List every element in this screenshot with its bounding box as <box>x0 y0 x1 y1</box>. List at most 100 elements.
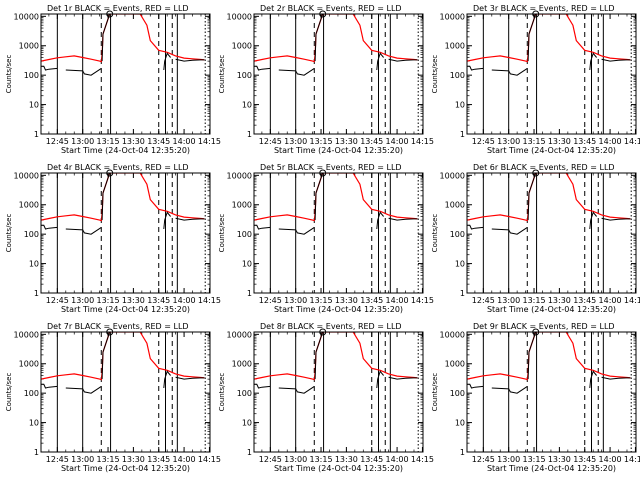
x-tick-label: 14:00 <box>386 296 409 305</box>
x-tick-label: 13:30 <box>122 296 145 305</box>
x-tick-label: 13:15 <box>523 296 546 305</box>
panel-title: Det 4r BLACK = Events, RED = LLD <box>47 163 189 172</box>
y-axis-label: Counts/sec <box>431 214 439 253</box>
panel-data <box>254 332 418 394</box>
y-tick-label: 1000 <box>19 201 39 210</box>
x-tick-label: 13:30 <box>122 455 145 464</box>
x-axis-label: Start Time (24-Oct-04 12:35:20) <box>61 305 190 314</box>
panel-frame <box>40 13 211 135</box>
x-tick-label: 13:45 <box>573 455 596 464</box>
panel-data <box>41 332 205 394</box>
x-tick-label: 13:15 <box>310 296 333 305</box>
series-lld <box>467 332 631 381</box>
x-tick-label: 14:15 <box>624 455 640 464</box>
panel-det-7: Det 7r BLACK = Events, RED = LLD 1 10 100 10… <box>5 322 221 473</box>
y-tick-label: 1 <box>34 130 39 139</box>
panel-det-9: Det 9r BLACK = Events, RED = LLD 1 10 100 10… <box>431 322 640 473</box>
panel-frame <box>253 172 424 294</box>
x-tick-label: 14:15 <box>198 455 221 464</box>
panel-title: Det 7r BLACK = Events, RED = LLD <box>47 322 189 331</box>
series-events <box>175 58 205 62</box>
x-axis-label: Start Time (24-Oct-04 12:35:20) <box>274 305 403 314</box>
y-tick-label: 1000 <box>232 201 252 210</box>
y-tick-label: 100 <box>237 71 252 80</box>
panel-title: Det 6r BLACK = Events, RED = LLD <box>473 163 615 172</box>
x-tick-label: 13:00 <box>71 455 94 464</box>
x-tick-label: 13:15 <box>310 455 333 464</box>
y-tick-label: 10 <box>455 260 465 269</box>
y-tick-label: 10 <box>455 419 465 428</box>
x-tick-label: 13:00 <box>284 296 307 305</box>
series-events <box>467 383 484 389</box>
series-lld <box>41 332 205 381</box>
panel-det-6: Det 6r BLACK = Events, RED = LLD 1 10 100 10… <box>431 163 640 314</box>
y-tick-label: 10000 <box>227 330 252 339</box>
x-tick-label: 12:45 <box>46 296 69 305</box>
panel-data <box>467 14 631 76</box>
panel-frame <box>466 13 637 135</box>
series-events <box>388 217 418 221</box>
y-tick-label: 1000 <box>445 201 465 210</box>
x-tick-label: 14:00 <box>386 137 409 146</box>
panel-data <box>254 14 418 76</box>
panel-frame <box>466 331 637 453</box>
x-tick-label: 13:45 <box>147 137 170 146</box>
x-tick-label: 14:15 <box>411 455 434 464</box>
y-tick-label: 10 <box>29 260 39 269</box>
panel-title: Det 2r BLACK = Events, RED = LLD <box>260 4 402 13</box>
series-events <box>41 383 58 389</box>
series-lld <box>467 173 631 222</box>
series-events <box>314 14 324 62</box>
series-events <box>254 383 271 389</box>
x-tick-label: 13:00 <box>497 137 520 146</box>
x-axis-label: Start Time (24-Oct-04 12:35:20) <box>61 146 190 155</box>
x-tick-label: 14:00 <box>599 296 622 305</box>
panel-det-2: Det 2r BLACK = Events, RED = LLD 1 10 100 10… <box>218 4 434 155</box>
panel-data <box>467 332 631 394</box>
series-events <box>589 52 597 71</box>
y-tick-label: 10 <box>29 419 39 428</box>
x-tick-label: 14:00 <box>173 296 196 305</box>
panel-frame <box>253 331 424 453</box>
x-tick-label: 13:30 <box>335 455 358 464</box>
y-tick-label: 10 <box>455 101 465 110</box>
x-tick-label: 12:45 <box>472 455 495 464</box>
series-events <box>388 376 418 380</box>
y-tick-label: 1000 <box>232 360 252 369</box>
panel-title: Det 9r BLACK = Events, RED = LLD <box>473 322 615 331</box>
x-tick-label: 14:00 <box>599 455 622 464</box>
series-lld <box>254 332 418 381</box>
x-tick-label: 13:30 <box>335 296 358 305</box>
series-lld <box>467 14 631 63</box>
panel-det-8: Det 8r BLACK = Events, RED = LLD 1 10 100 10… <box>218 322 434 473</box>
y-tick-label: 1 <box>247 130 252 139</box>
x-tick-label: 14:15 <box>411 137 434 146</box>
x-tick-label: 13:15 <box>97 455 120 464</box>
series-events <box>491 385 528 394</box>
x-tick-label: 12:45 <box>46 137 69 146</box>
x-tick-label: 14:15 <box>624 296 640 305</box>
x-axis-label: Start Time (24-Oct-04 12:35:20) <box>274 464 403 473</box>
series-events <box>175 217 205 221</box>
x-tick-label: 12:45 <box>259 455 282 464</box>
y-tick-label: 10 <box>29 101 39 110</box>
panel-det-3: Det 3r BLACK = Events, RED = LLD 1 10 100 10… <box>431 4 640 155</box>
panel-title: Det 3r BLACK = Events, RED = LLD <box>473 4 615 13</box>
x-tick-label: 14:15 <box>411 296 434 305</box>
x-axis-label: Start Time (24-Oct-04 12:35:20) <box>487 146 616 155</box>
x-tick-label: 13:45 <box>360 455 383 464</box>
series-events <box>175 376 205 380</box>
y-tick-label: 100 <box>450 389 465 398</box>
x-tick-label: 13:00 <box>71 137 94 146</box>
y-axis-label: Counts/sec <box>5 373 13 412</box>
y-tick-label: 1 <box>247 289 252 298</box>
series-events <box>527 14 537 62</box>
y-axis-label: Counts/sec <box>218 214 226 253</box>
y-tick-label: 10000 <box>440 171 465 180</box>
series-events <box>65 67 102 76</box>
series-events <box>589 211 597 230</box>
y-tick-label: 10 <box>242 419 252 428</box>
x-tick-label: 13:15 <box>310 137 333 146</box>
series-events <box>254 65 271 71</box>
y-tick-label: 1000 <box>445 42 465 51</box>
